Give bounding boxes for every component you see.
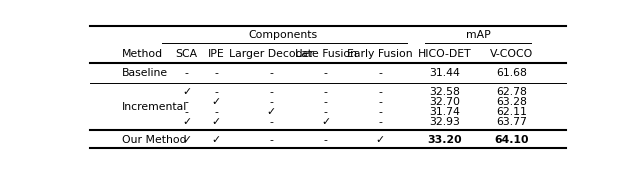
Text: Method: Method bbox=[122, 49, 163, 58]
Text: -: - bbox=[269, 68, 273, 78]
Text: ✓: ✓ bbox=[182, 117, 191, 127]
Text: Larger Decoder: Larger Decoder bbox=[228, 49, 314, 58]
Text: -: - bbox=[378, 107, 382, 117]
Text: Components: Components bbox=[249, 30, 318, 40]
Text: Early Fusion: Early Fusion bbox=[348, 49, 413, 58]
Text: 31.44: 31.44 bbox=[429, 68, 460, 78]
Text: ✓: ✓ bbox=[212, 97, 221, 107]
Text: -: - bbox=[185, 68, 189, 78]
Text: Our Method: Our Method bbox=[122, 135, 187, 145]
Text: ✓: ✓ bbox=[212, 135, 221, 145]
Text: -: - bbox=[324, 107, 328, 117]
Text: 32.93: 32.93 bbox=[429, 117, 460, 127]
Text: Late Fusion: Late Fusion bbox=[294, 49, 356, 58]
Text: -: - bbox=[269, 97, 273, 107]
Text: -: - bbox=[214, 68, 218, 78]
Text: 63.77: 63.77 bbox=[496, 117, 527, 127]
Text: 32.70: 32.70 bbox=[429, 97, 460, 107]
Text: HICO-DET: HICO-DET bbox=[418, 49, 472, 58]
Text: 62.78: 62.78 bbox=[496, 87, 527, 97]
Text: 64.10: 64.10 bbox=[494, 135, 529, 145]
Text: -: - bbox=[324, 135, 328, 145]
Text: IPE: IPE bbox=[208, 49, 225, 58]
Text: -: - bbox=[324, 68, 328, 78]
Text: -: - bbox=[185, 107, 189, 117]
Text: -: - bbox=[269, 87, 273, 97]
Text: SCA: SCA bbox=[175, 49, 198, 58]
Text: 31.74: 31.74 bbox=[429, 107, 460, 117]
Text: -: - bbox=[214, 107, 218, 117]
Text: -: - bbox=[378, 87, 382, 97]
Text: -: - bbox=[185, 97, 189, 107]
Text: -: - bbox=[269, 135, 273, 145]
Text: -: - bbox=[378, 68, 382, 78]
Text: -: - bbox=[214, 87, 218, 97]
Text: -: - bbox=[378, 97, 382, 107]
Text: ✓: ✓ bbox=[376, 135, 385, 145]
Text: -: - bbox=[378, 117, 382, 127]
Text: 62.11: 62.11 bbox=[496, 107, 527, 117]
Text: ✓: ✓ bbox=[182, 135, 191, 145]
Text: -: - bbox=[269, 117, 273, 127]
Text: 63.28: 63.28 bbox=[496, 97, 527, 107]
Text: -: - bbox=[324, 97, 328, 107]
Text: ✓: ✓ bbox=[182, 87, 191, 97]
Text: 32.58: 32.58 bbox=[429, 87, 460, 97]
Text: -: - bbox=[324, 87, 328, 97]
Text: Baseline: Baseline bbox=[122, 68, 168, 78]
Text: 33.20: 33.20 bbox=[428, 135, 462, 145]
Text: ✓: ✓ bbox=[321, 117, 330, 127]
Text: ✓: ✓ bbox=[212, 117, 221, 127]
Text: V-COCO: V-COCO bbox=[490, 49, 533, 58]
Text: ✓: ✓ bbox=[266, 107, 276, 117]
Text: Incremental: Incremental bbox=[122, 102, 188, 112]
Text: 61.68: 61.68 bbox=[496, 68, 527, 78]
Text: mAP: mAP bbox=[466, 30, 490, 40]
